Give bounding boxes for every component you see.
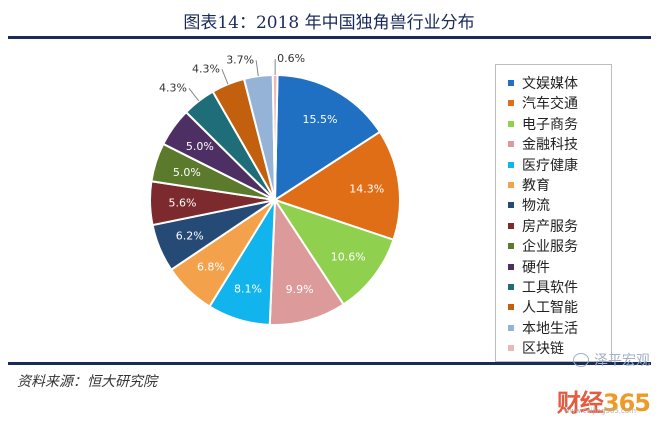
legend-item: 电子商务: [508, 114, 578, 134]
legend-swatch: [508, 202, 514, 209]
source-note: 资料来源：恒大研究院: [17, 374, 157, 390]
source-divider: [8, 362, 651, 365]
legend-label: 房产服务: [522, 218, 578, 235]
watermark-brand-main: 财经: [556, 389, 604, 417]
legend-swatch: [508, 161, 514, 168]
slice-label-2: 14.3%: [349, 182, 384, 195]
watermark-account-text: 泽平宏观: [594, 353, 650, 369]
legend-swatch: [508, 222, 514, 229]
slice-label-11: 4.3%: [159, 81, 187, 94]
legend-item: 本地生活: [508, 318, 578, 338]
legend-swatch: [508, 345, 514, 352]
pie-slice-3: [272, 198, 395, 306]
legend-swatch: [508, 100, 514, 107]
legend-item: 汽车交通: [508, 93, 578, 113]
wechat-icon: [573, 353, 589, 367]
legend-swatch: [508, 182, 514, 188]
legend-label: 企业服务: [522, 239, 578, 256]
leader-line-11: [188, 87, 200, 102]
leader-line-12: [221, 69, 229, 85]
legend-label: 本地生活: [522, 320, 578, 337]
slice-label-12: 4.3%: [192, 62, 220, 75]
slice-label-5: 8.1%: [234, 282, 262, 295]
legend-label: 人工智能: [522, 300, 578, 317]
legend-swatch: [508, 80, 514, 86]
legend-item: 企业服务: [508, 236, 578, 256]
legend-item: 工具软件: [508, 277, 578, 297]
slice-label-1: 15.5%: [302, 113, 337, 126]
legend-label: 工具软件: [522, 280, 578, 296]
legend-item: 房产服务: [508, 216, 578, 236]
legend-swatch: [508, 263, 514, 270]
slice-label-4: 9.9%: [286, 283, 314, 296]
legend-label: 金融科技: [522, 137, 578, 154]
legend-label: 文娱媒体: [522, 76, 578, 92]
slice-label-10: 5.0%: [186, 140, 214, 153]
watermark-brand-num: 365: [602, 389, 651, 417]
chart-legend: 文娱媒体汽车交通电子商务金融科技医疗健康教育物流房产服务企业服务硬件工具软件人工…: [495, 64, 612, 362]
leader-line-13: [255, 60, 259, 77]
legend-item: 区块链: [508, 338, 564, 358]
legend-label: 电子商务: [522, 116, 578, 133]
legend-swatch: [508, 284, 514, 290]
legend-label: 物流: [522, 198, 550, 215]
legend-swatch: [508, 141, 514, 148]
pie-slice-4: [268, 196, 345, 326]
legend-swatch: [508, 120, 514, 127]
slice-label-6: 6.8%: [197, 261, 225, 274]
legend-label: 教育: [522, 178, 550, 194]
title-divider: [8, 36, 651, 39]
slice-label-7: 6.2%: [176, 230, 204, 243]
legend-item: 教育: [508, 175, 550, 195]
legend-label: 汽车交通: [522, 96, 578, 113]
legend-item: 文娱媒体: [508, 73, 578, 93]
pie-slice-2: [272, 130, 401, 241]
slice-label-13: 3.7%: [226, 53, 254, 66]
legend-item: 硬件: [508, 257, 550, 277]
legend-swatch: [508, 304, 514, 311]
legend-item: 物流: [508, 195, 550, 215]
legend-swatch: [508, 324, 514, 331]
watermark-logo: 财经365: [556, 383, 651, 418]
legend-label: 医疗健康: [522, 157, 578, 174]
legend-label: 硬件: [522, 259, 550, 276]
legend-item: 金融科技: [508, 134, 578, 154]
chart-title: 图表14：2018 年中国独角兽行业分布: [183, 13, 475, 33]
pie-chart: 15.5% 14.3% 10.6% 9.9% 8.1% 6.8% 6.2% 5.6% 5.0% 5…: [149, 52, 401, 326]
watermark-account: 泽平宏观: [573, 350, 650, 370]
legend-item: 人工智能: [508, 297, 578, 317]
legend-item: 医疗健康: [508, 155, 578, 175]
slice-label-8: 5.6%: [169, 196, 197, 209]
watermark-url: www.caijing365.com: [563, 407, 636, 415]
legend-swatch: [508, 243, 514, 250]
slice-label-9: 5.0%: [173, 166, 201, 179]
slice-label-14: 0.6%: [277, 52, 305, 65]
slice-label-3: 10.6%: [331, 250, 366, 263]
legend-label: 区块链: [522, 341, 564, 358]
pie-slice-14: [271, 74, 279, 201]
pie-slice-1: [273, 74, 382, 202]
